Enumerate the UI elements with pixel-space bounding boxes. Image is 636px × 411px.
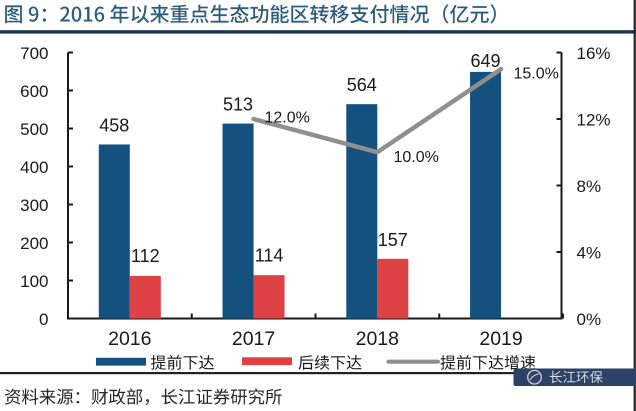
svg-text:12.0%: 12.0%	[265, 110, 310, 127]
svg-text:300: 300	[20, 196, 48, 215]
svg-text:16%: 16%	[577, 44, 611, 63]
svg-text:100: 100	[20, 272, 48, 291]
svg-text:2017: 2017	[232, 328, 275, 350]
svg-text:400: 400	[20, 158, 48, 177]
svg-text:200: 200	[20, 234, 48, 253]
svg-text:10.0%: 10.0%	[394, 149, 439, 166]
svg-text:649: 649	[471, 51, 501, 71]
svg-text:15.0%: 15.0%	[514, 66, 559, 83]
svg-text:500: 500	[20, 120, 48, 139]
svg-text:2016: 2016	[108, 328, 151, 350]
svg-text:600: 600	[20, 82, 48, 101]
svg-text:2018: 2018	[356, 328, 399, 350]
svg-text:0%: 0%	[577, 310, 602, 329]
svg-text:513: 513	[223, 95, 253, 115]
svg-text:4%: 4%	[577, 243, 602, 262]
svg-text:114: 114	[255, 246, 284, 266]
svg-text:458: 458	[99, 116, 129, 136]
svg-text:8%: 8%	[577, 177, 602, 196]
svg-text:564: 564	[347, 75, 377, 95]
svg-text:157: 157	[378, 230, 408, 250]
svg-text:700: 700	[20, 44, 48, 63]
svg-text:2019: 2019	[479, 328, 522, 350]
svg-text:112: 112	[131, 246, 160, 266]
svg-text:12%: 12%	[577, 110, 611, 129]
svg-text:0: 0	[39, 310, 48, 329]
